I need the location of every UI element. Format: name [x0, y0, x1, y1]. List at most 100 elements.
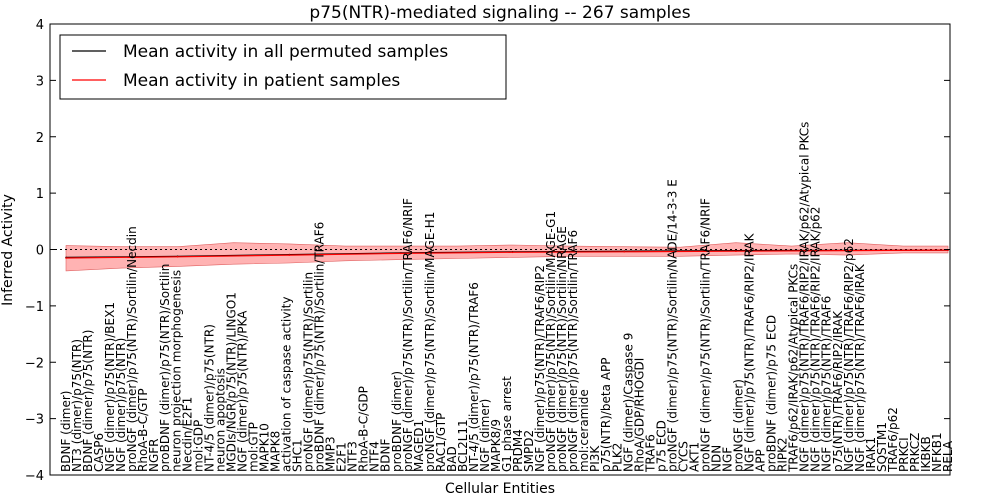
y-tick-label: −3	[25, 413, 44, 428]
x-category-label: PRDM4	[511, 429, 525, 472]
x-category-label: RhoA-B-C/GDP	[357, 386, 371, 472]
x-category-label: G1 phase arrest	[500, 376, 514, 472]
x-category-label: neuron apoptosis	[213, 368, 227, 472]
x-category-label: Necdin/E2F1	[180, 397, 194, 472]
x-category-label: proNGF (dimer)/p75(NTR)/Sortilin/NADE/14…	[665, 179, 679, 472]
x-category-label: mol:GDP	[191, 420, 205, 472]
x-category-label: SMPD2	[522, 430, 536, 472]
x-category-label: RAC1/GTP	[434, 413, 448, 472]
x-category-label: NGFR	[147, 438, 161, 472]
x-category-label: NGF (dimer)/p75(NTR)/TRAF6/RIP2/IRAK	[743, 232, 757, 472]
x-category-label: p75(NTR)/TRAF6/RIP2/IRAK	[831, 310, 845, 472]
series-point-patient	[846, 249, 849, 252]
x-category-label: SQSTM1	[875, 422, 889, 472]
x-category-label: BDNF	[379, 439, 393, 472]
series-point-patient	[400, 252, 402, 255]
y-tick-label: −1	[25, 300, 44, 315]
y-tick-label: 0	[36, 244, 44, 259]
x-category-label: mol:ceramide	[577, 389, 591, 472]
y-tick-label: −4	[25, 469, 44, 484]
x-category-label: TRAF6/p62/IRAK/p62/Atypical PKCs	[787, 264, 801, 473]
x-category-label: MAPK8/9	[489, 419, 503, 472]
series-point-patient	[511, 251, 514, 254]
x-category-label: PRKCZ	[908, 433, 922, 472]
x-category-label: proBDNF (dimer)/p75(NTR)/Sortilin/TRAF6	[313, 222, 327, 472]
x-category-label: NGF (dimer)/p75(NTR)/TRAF6/RIP2/IRAK/p62…	[798, 122, 812, 472]
series-point-patient	[735, 250, 737, 252]
series-point-patient	[288, 254, 291, 256]
x-category-label: IKBKB	[919, 436, 933, 472]
x-axis-title: Cellular Entities	[445, 481, 555, 497]
x-category-label: NGF (dimer)/p75(NTR)/TRAF6/IRAK	[853, 263, 867, 472]
x-category-label: RhoA/GDP/RHOGDI	[632, 358, 646, 472]
x-category-label: NGF (dimer)	[478, 399, 492, 472]
x-category-label: RhoA-B-C/GTP	[136, 388, 150, 472]
x-category-label: CASP6	[92, 433, 106, 472]
series-point-patient	[176, 255, 179, 258]
x-category-label: NGF (dimer)/p75(NTR)/PKA	[235, 310, 249, 472]
x-category-label: MMP3	[324, 436, 338, 472]
x-category-label: NGF	[721, 447, 735, 472]
x-category-label: MAPK8	[269, 431, 283, 472]
x-category-label: p75 ECD	[654, 420, 668, 472]
x-category-label: BCL2L11	[456, 419, 470, 472]
x-category-label: NGF (dimer)/p75(NTR)/TRAF6	[820, 296, 834, 472]
x-category-label: NTF4	[368, 441, 382, 472]
x-category-label: MGDIs/NGR/p75(NTR)/LINGO1	[224, 292, 238, 472]
x-category-label: E2F1	[335, 442, 349, 472]
x-category-label: TRAF6/p62	[886, 407, 900, 473]
x-category-label: RELA	[941, 440, 955, 472]
legend: Mean activity in all permuted samples Me…	[59, 34, 507, 100]
x-category-label: MAGED1	[412, 420, 426, 472]
x-category-label: BDNF (dimer)/p75(NTR)	[81, 330, 95, 472]
x-category-label: proNGF (dimer)/p75(NTR)/Sortilin/TRAF6/N…	[698, 198, 712, 472]
x-category-label: NT3 (dimer)/p75(NTR)	[70, 339, 84, 472]
x-category-label: proNGF (dimer)/p75(NTR)/Sortilin/TRAF6	[566, 230, 580, 472]
x-category-label: NDN	[710, 445, 724, 472]
x-category-label: AKT1	[687, 442, 701, 472]
x-category-label: NGF (dimer)/p75(NTR)/TRAF6/RIP2/IRAK/p62	[809, 207, 823, 472]
x-category-label: proNGF (dimer)/p75(NTR)/Sortilin/TRAF6/N…	[401, 198, 415, 472]
x-category-label: NGF (dimer)/p75(NTR)/TRAF6/RIP2/p62	[842, 238, 856, 472]
x-category-label: proNGF (dimer)/p75(NTR)/Sortilin/MAGE-G1	[544, 211, 558, 472]
y-tick-label: 2	[36, 131, 44, 146]
y-tick-label: 4	[36, 18, 44, 33]
x-category-label: PRKCI	[897, 437, 911, 472]
x-category-label: NGF (dimer)/p75(NTR)	[114, 338, 128, 472]
x-category-label: mol:GTP	[246, 422, 260, 472]
series-point-patient	[623, 251, 625, 253]
x-category-label: TRAF6	[643, 434, 657, 473]
x-category-label: proNGF (dimer)/p75(NTR)/Sortilin/Necdin	[125, 226, 139, 472]
legend-box	[59, 34, 507, 100]
x-category-label: BAD	[445, 446, 459, 472]
x-category-label: APP	[754, 449, 768, 472]
x-category-label: PLK2	[610, 443, 624, 472]
x-category-label: NFKB1	[930, 432, 944, 472]
series-point-patient	[65, 257, 67, 259]
x-category-label: SHC1	[291, 439, 305, 472]
x-category-label: RIPK2	[776, 437, 790, 472]
y-tick-label: 1	[36, 187, 44, 202]
x-category-label: MAPK10	[257, 423, 271, 472]
x-category-label: proNGF (dimer)/p75(NTR)/Sortilin/NRAGE	[555, 226, 569, 472]
x-category-label: proBDNF (dimer)/p75 ECD	[765, 315, 779, 472]
x-category-label: proNGF (dimer)/p75(NTR)/Sortilin	[302, 272, 316, 472]
x-category-label: NTF3	[346, 441, 360, 472]
legend-label-patient: Mean activity in patient samples	[123, 71, 400, 91]
x-category-label: activation of caspase activity	[280, 297, 294, 472]
x-category-label: proNGF (dimer)	[732, 379, 746, 472]
x-category-label: proBDNF (dimer)	[390, 371, 404, 472]
x-category-label: neuron projection morphogenesis	[169, 270, 183, 472]
x-category-label: proNGF (dimer)/p75(NTR)/Sortilin/MAGE-H1	[423, 212, 437, 472]
x-category-label: p75(NTR)/beta APP	[599, 358, 613, 473]
x-category-label: NGF (dimer)/p75(NTR)/TRAF6/RIP2	[533, 265, 547, 472]
x-category-label: proBDNF (dimer)/p75(NTR)/Sortilin	[158, 264, 172, 472]
x-category-label: BDNF (dimer)	[59, 391, 73, 473]
x-category-label: NT-4/5 (dimer)/p75(NTR)/TRAF6	[467, 282, 481, 472]
x-category-label: NT-4/5 (dimer)/p75(NTR)	[202, 324, 216, 472]
x-category-label: NGF (dimer)/p75(NTR)/BEX1	[103, 302, 117, 472]
y-axis-title: Inferred Activity	[0, 194, 16, 306]
legend-label-permuted: Mean activity in all permuted samples	[123, 42, 448, 62]
x-category-label: PI3K	[588, 445, 602, 472]
